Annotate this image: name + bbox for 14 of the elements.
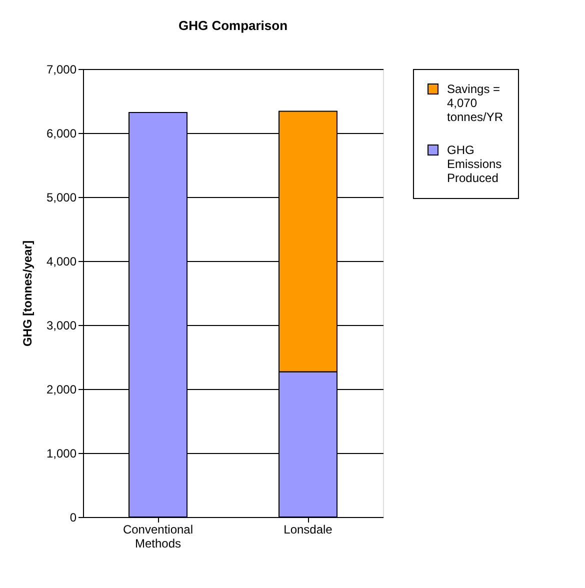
- y-tick-label: 0: [70, 510, 77, 524]
- y-tick-label: 6,000: [46, 126, 77, 140]
- y-axis-title: GHG [tonnes/year]: [20, 240, 34, 347]
- x-tick-label: Conventional Methods: [122, 522, 194, 550]
- chart-title: GHG Comparison: [178, 18, 288, 33]
- y-tick-label: 1,000: [46, 446, 77, 460]
- legend-label: Savings = 4,070 tonnes/YR: [447, 82, 504, 124]
- y-tick-label: 4,000: [46, 254, 77, 268]
- y-tick-label: 5,000: [46, 190, 77, 204]
- x-tick-label: Lonsdale: [284, 522, 333, 536]
- y-tick-label: 7,000: [46, 62, 77, 76]
- y-tick-label: 2,000: [46, 382, 77, 396]
- y-tick-label: 3,000: [46, 318, 77, 332]
- legend-label: GHG Emissions Produced: [447, 143, 502, 185]
